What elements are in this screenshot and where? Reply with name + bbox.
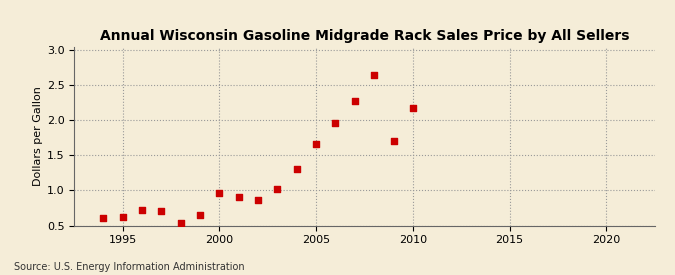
Point	[310, 142, 321, 146]
Point	[330, 121, 341, 125]
Point	[292, 167, 302, 172]
Point	[408, 106, 418, 110]
Point	[176, 221, 186, 226]
Point	[388, 139, 399, 143]
Point	[117, 215, 128, 219]
Point	[234, 194, 244, 199]
Title: Annual Wisconsin Gasoline Midgrade Rack Sales Price by All Sellers: Annual Wisconsin Gasoline Midgrade Rack …	[100, 29, 629, 43]
Point	[156, 209, 167, 214]
Point	[350, 99, 360, 104]
Y-axis label: Dollars per Gallon: Dollars per Gallon	[32, 86, 43, 186]
Point	[369, 73, 379, 77]
Point	[194, 213, 205, 217]
Point	[252, 198, 263, 202]
Point	[272, 187, 283, 191]
Text: Source: U.S. Energy Information Administration: Source: U.S. Energy Information Administ…	[14, 262, 244, 272]
Point	[136, 208, 147, 212]
Point	[214, 190, 225, 195]
Point	[98, 216, 109, 221]
